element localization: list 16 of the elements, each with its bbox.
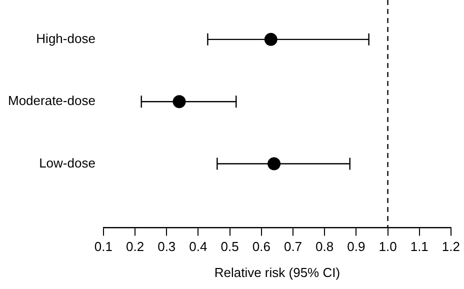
y-tick-label: Moderate-dose (8, 93, 96, 108)
x-tick-label: 1.2 (442, 239, 460, 254)
x-tick-label: 0.4 (189, 239, 208, 254)
x-tick-label: 0.2 (126, 239, 144, 254)
x-axis-title: Relative risk (95% CI) (214, 264, 340, 280)
x-tick-label: 0.7 (284, 239, 302, 254)
x-tick-label: 0.8 (316, 239, 334, 254)
x-tick-label: 0.6 (252, 239, 270, 254)
x-tick-label: 1.1 (410, 239, 428, 254)
x-tick-label: 0.3 (158, 239, 176, 254)
y-tick-label: Low-dose (39, 155, 96, 170)
x-tick-label: 0.1 (94, 239, 112, 254)
x-tick-label: 1.0 (378, 239, 397, 254)
x-tick-label: 0.9 (347, 239, 366, 254)
x-tick-label: 0.5 (220, 239, 239, 254)
y-tick-label: High-dose (36, 31, 96, 46)
